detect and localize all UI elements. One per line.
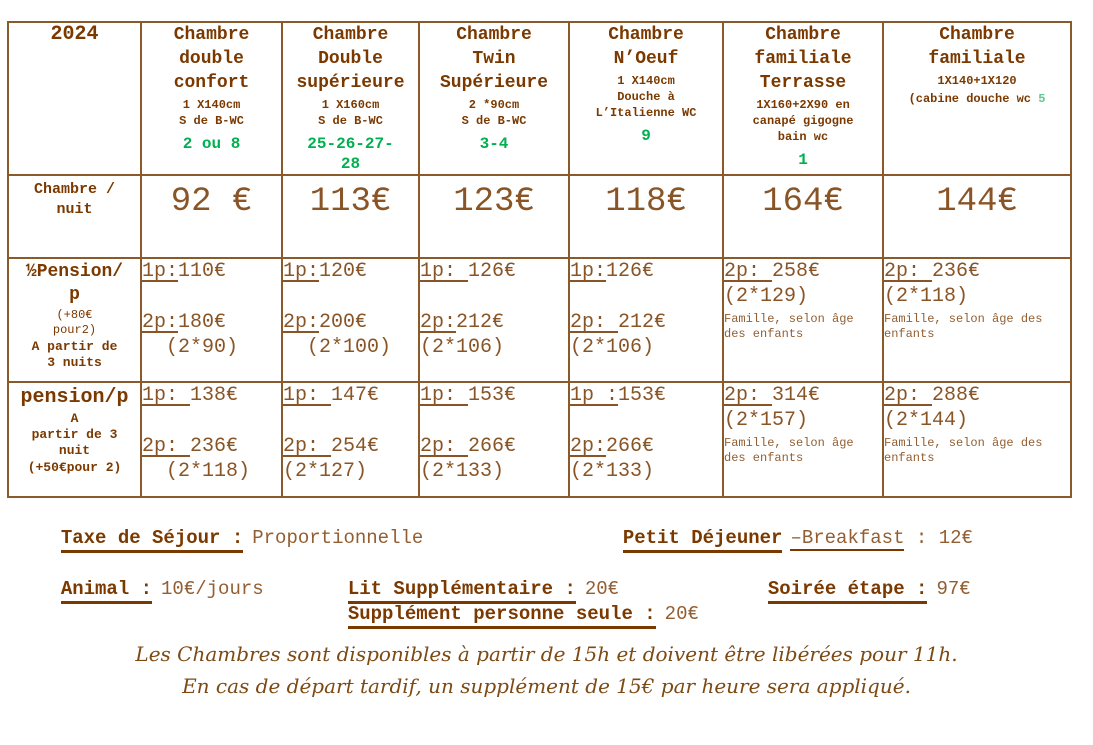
header-row: 2024 Chambre double confort 1 X140cm S d… <box>7 21 1072 176</box>
room-numbers: 1 <box>798 151 808 169</box>
room-numbers: 25-26-27- 28 <box>307 135 394 173</box>
header-cell-familiale-terrasse: Chambre familiale Terrasse 1X160+2X90 en… <box>722 21 884 176</box>
night-price-cell: 164€ <box>722 174 884 259</box>
room-specs: 1X140+1X120 <box>937 74 1017 88</box>
lit-value: 20€ <box>584 578 620 600</box>
price-value: 118€ <box>605 183 687 221</box>
half-pension-cell: 1p:126€ 2p: 212€ (2*106) <box>568 257 724 383</box>
night-price-cell: 92 € <box>140 174 283 259</box>
animal-label: Animal : <box>60 578 153 604</box>
header-cell-familiale: Chambre familiale 1X140+1X120 (cabine do… <box>882 21 1072 176</box>
price-value: 144€ <box>936 183 1018 221</box>
breakfast-label-en: –Breakfast <box>790 527 905 551</box>
room-specs-line2: (cabine douche wc 5 <box>885 91 1069 107</box>
night-price-cell: 113€ <box>281 174 420 259</box>
night-price-cell: 118€ <box>568 174 724 259</box>
taxe-de-sejour-line: Taxe de Séjour : Proportionnelle <box>38 502 424 553</box>
room-specs: 1 X140cm S de B-WC <box>179 98 244 128</box>
header-cell-double-confort: Chambre double confort 1 X140cm S de B-W… <box>140 21 283 176</box>
availability-note-line1: Les Chambres sont disponibles à partir d… <box>135 642 958 666</box>
year-cell: 2024 <box>7 21 142 176</box>
full-pension-cell: 1p: 153€ 2p: 266€ (2*133) <box>418 381 570 498</box>
night-price-cell: 123€ <box>418 174 570 259</box>
room-specs: 2 *90cm S de B-WC <box>461 98 527 128</box>
taxe-label: Taxe de Séjour : <box>60 527 244 553</box>
family-note: Famille, selon âge des enfants <box>884 436 1043 465</box>
row-label-full-pension: pension/p A partir de 3 nuit (+50€pour 2… <box>7 381 142 498</box>
room-title: Chambre N’Oeuf <box>608 25 684 69</box>
room-specs: 1X160+2X90 en canapé gigogne bain wc <box>752 98 854 144</box>
supplement-personne-seule-line: Supplément personne seule : 20€ <box>325 578 699 629</box>
half-pension-cell: 1p:120€ 2p:200€ (2*100) <box>281 257 420 383</box>
family-note: Famille, selon âge des enfants <box>884 312 1043 341</box>
taxe-value: Proportionnelle <box>252 527 424 549</box>
tariff-table: 2024 Chambre double confort 1 X140cm S d… <box>7 21 1072 498</box>
header-cell-double-superieure: Chambre Double supérieure 1 X160cm S de … <box>281 21 420 176</box>
half-pension-cell: 2p: 236€ (2*118) Famille, selon âge des … <box>882 257 1072 383</box>
full-pension-cell: 2p: 314€ (2*157) Famille, selon âge des … <box>722 381 884 498</box>
breakfast-value: : 12€ <box>904 527 973 549</box>
animal-line: Animal : 10€/jours <box>38 553 264 604</box>
petit-dejeuner-line: Petit Déjeuner –Breakfast : 12€ <box>600 502 973 553</box>
price-value: 92 € <box>170 183 253 221</box>
room-numbers: 5 <box>1038 92 1046 106</box>
soiree-value: 97€ <box>936 578 971 600</box>
breakfast-label: Petit Déjeuner <box>622 527 783 553</box>
price-value: 113€ <box>309 183 392 221</box>
full-pension-cell: 2p: 288€ (2*144) Famille, selon âge des … <box>882 381 1072 498</box>
half-pension-cell: 1p:110€ 2p:180€ (2*90) <box>140 257 283 383</box>
room-numbers: 9 <box>641 127 651 145</box>
availability-notes: Les Chambres sont disponibles à partir d… <box>0 638 1093 702</box>
room-specs: 1 X140cm Douche à L’Italienne WC <box>595 74 697 120</box>
soiree-label: Soirée étape : <box>767 578 928 604</box>
full-pension-cell: 1p: 138€ 2p: 236€ (2*118) <box>140 381 283 498</box>
family-note: Famille, selon âge des enfants <box>724 436 854 465</box>
night-price-cell: 144€ <box>882 174 1072 259</box>
room-title: Chambre Double supérieure <box>296 25 405 93</box>
row-label-half-pension: ½Pension/ p (+80€ pour2) A partir de 3 n… <box>7 257 142 383</box>
room-numbers: 3-4 <box>479 135 509 153</box>
availability-note-line2: En cas de départ tardif, un supplément d… <box>182 674 911 698</box>
half-pension-cell: 1p: 126€ 2p:212€ (2*106) <box>418 257 570 383</box>
room-title: Chambre double confort <box>173 25 250 93</box>
supplement-value: 20€ <box>664 603 699 625</box>
full-pension-cell: 1p: 147€ 2p: 254€ (2*127) <box>281 381 420 498</box>
family-note: Famille, selon âge des enfants <box>724 312 854 341</box>
supplement-label: Supplément personne seule : <box>347 603 656 629</box>
row-label-chambre-nuit: Chambre / nuit <box>33 181 115 218</box>
price-value: 164€ <box>762 183 844 221</box>
half-pension-cell: 2p: 258€ (2*129) Famille, selon âge des … <box>722 257 884 383</box>
room-specs-prefix: (cabine douche wc <box>908 92 1039 106</box>
lit-label: Lit Supplémentaire : <box>347 578 576 604</box>
room-title: Chambre familiale Terrasse <box>754 25 852 93</box>
full-pension-cell: 1p :153€ 2p:266€ (2*133) <box>568 381 724 498</box>
room-numbers: 2 ou 8 <box>182 135 241 153</box>
soiree-etape-line: Soirée étape : 97€ <box>745 553 971 604</box>
header-cell-noeuf: Chambre N’Oeuf 1 X140cm Douche à L’Itali… <box>568 21 724 176</box>
price-value: 123€ <box>453 183 535 221</box>
room-title: Chambre familiale <box>928 25 1026 69</box>
animal-value: 10€/jours <box>161 578 264 600</box>
lit-supplementaire-line: Lit Supplémentaire : 20€ <box>325 553 620 604</box>
room-specs: 1 X160cm S de B-WC <box>318 98 383 128</box>
full-pension-row: pension/p A partir de 3 nuit (+50€pour 2… <box>7 381 1072 498</box>
night-price-row: Chambre / nuit 92 € 113€ 123€ 118€ 164€ … <box>7 174 1072 259</box>
room-title: Chambre Twin Supérieure <box>439 25 549 93</box>
half-pension-row: ½Pension/ p (+80€ pour2) A partir de 3 n… <box>7 257 1072 383</box>
header-cell-twin-superieure: Chambre Twin Supérieure 2 *90cm S de B-W… <box>418 21 570 176</box>
